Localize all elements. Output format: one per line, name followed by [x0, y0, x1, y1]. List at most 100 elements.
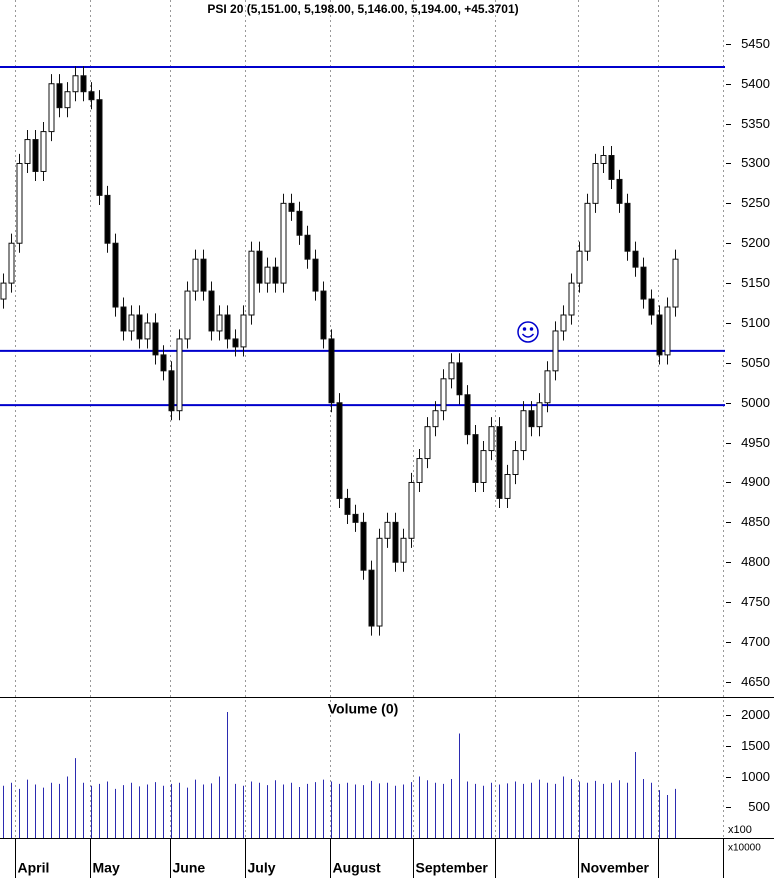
candle-body [200, 258, 207, 292]
candle-body [144, 322, 151, 340]
candle-body [208, 290, 215, 332]
candle-body [176, 338, 183, 412]
candle-body [288, 202, 295, 212]
candle-body [648, 298, 655, 316]
candle-body [312, 258, 319, 292]
candle-body [376, 537, 383, 627]
candle-body [624, 202, 631, 252]
plot-area [0, 65, 725, 838]
y2-tick-label: 1000 [741, 769, 770, 784]
candle-body [664, 306, 671, 356]
candle-body [504, 474, 511, 499]
y2-tick-label: 500 [748, 799, 770, 814]
candle-body [8, 242, 15, 284]
candle-body [344, 497, 351, 515]
y-tick-label: 4900 [741, 474, 770, 489]
grid [15, 0, 731, 878]
y-tick-label: 4700 [741, 634, 770, 649]
y2-tick-label: 2000 [741, 707, 770, 722]
candle-body [64, 91, 71, 109]
candle-body [40, 131, 47, 172]
x-tick-label: May [93, 860, 120, 876]
y-tick-label: 4950 [741, 435, 770, 450]
candle-body [384, 521, 391, 539]
candle-body [672, 258, 679, 308]
candle-body [256, 250, 263, 284]
candle-body [184, 290, 191, 340]
candle-body [264, 266, 271, 284]
x-tick-label: April [18, 860, 50, 876]
y-tick-label: 5300 [741, 155, 770, 170]
y-tick-label: 5250 [741, 195, 770, 210]
candle-body [32, 139, 39, 172]
y-tick-label: 4850 [741, 514, 770, 529]
volume-title: Volume (0) [328, 701, 399, 717]
candle-body [632, 250, 639, 268]
smiley-icon [517, 321, 539, 343]
candle-body [600, 155, 607, 164]
candle-body [592, 162, 599, 204]
candle-body [112, 242, 119, 308]
candle-body [520, 410, 527, 452]
candle-body [296, 210, 303, 236]
candle-body [400, 537, 407, 563]
y-tick-label: 5450 [741, 36, 770, 51]
candle-body [192, 258, 199, 292]
y-tick-label: 4650 [741, 674, 770, 689]
candle-body [88, 91, 95, 101]
candle-body [320, 290, 327, 340]
candle-body [640, 266, 647, 300]
candle-body [0, 282, 7, 300]
candle-body [136, 314, 143, 340]
candle-body [72, 75, 79, 93]
candle-body [48, 83, 55, 133]
candle-body [544, 370, 551, 404]
candle-body [168, 370, 175, 412]
candle-body [16, 162, 23, 244]
x-tick-label: August [333, 860, 382, 876]
candle-body [568, 282, 575, 316]
candle-body [360, 521, 367, 571]
candle-body [584, 202, 591, 252]
candle-body [56, 83, 63, 109]
candle-body [240, 314, 247, 348]
volume-unit: x100 [728, 824, 752, 836]
candle-body [512, 450, 519, 476]
candle-body [488, 426, 495, 452]
candle-body [224, 314, 231, 340]
candle-body [248, 250, 255, 316]
candle-body [328, 338, 335, 404]
x-tick-label: September [416, 860, 489, 876]
candle-body [152, 322, 159, 356]
candle-body [656, 314, 663, 356]
x-tick-label: June [173, 860, 206, 876]
chart-title: PSI 20 (5,151.00, 5,198.00, 5,146.00, 5,… [207, 2, 518, 16]
y-tick-label: 5100 [741, 315, 770, 330]
candle-body [432, 410, 439, 428]
candle-body [416, 458, 423, 483]
candle-body [464, 394, 471, 436]
candle-body [536, 402, 543, 428]
candle-body [336, 402, 343, 499]
y-tick-label: 5050 [741, 355, 770, 370]
candle-body [608, 155, 615, 180]
candle-body [128, 314, 135, 332]
candle-body [472, 434, 479, 483]
candle-body [424, 426, 431, 460]
candle-body [616, 178, 623, 204]
y-tick-label: 5200 [741, 235, 770, 250]
candle-body [368, 569, 375, 627]
candle-body [104, 194, 111, 244]
candle-body [80, 75, 87, 93]
y2-tick-label: 1500 [741, 738, 770, 753]
candle-body [552, 330, 559, 372]
candle-body [272, 266, 279, 284]
candle-body [232, 338, 239, 348]
y-tick-label: 5000 [741, 395, 770, 410]
candle-body [392, 521, 399, 563]
y-tick-label: 4800 [741, 554, 770, 569]
candle-body [160, 354, 167, 372]
candle-body [576, 250, 583, 284]
